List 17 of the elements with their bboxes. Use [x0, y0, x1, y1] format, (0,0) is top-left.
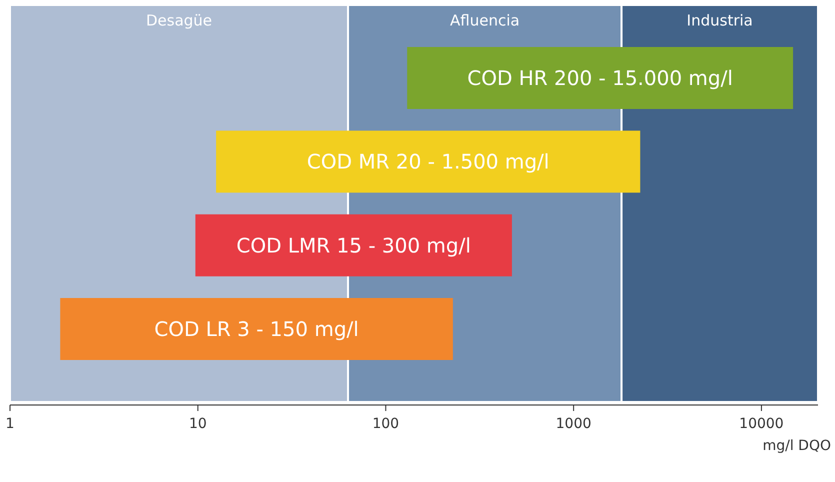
bar	[60, 298, 453, 360]
bar	[195, 214, 512, 276]
band-label: Afluencia	[450, 11, 520, 30]
band-label: Desagüe	[146, 11, 212, 30]
band-label: Industria	[686, 11, 753, 30]
x-tick-label: 100	[372, 416, 400, 432]
x-axis-title: mg/l DQO	[762, 438, 831, 454]
y-tick-label: COD LR 3 - 150 mg/l	[154, 317, 359, 341]
y-tick-label: COD LMR 15 - 300 mg/l	[236, 233, 471, 258]
bar	[216, 130, 640, 193]
x-tick-label: 1000	[556, 416, 592, 432]
y-tick-label: COD MR 20 - 1.500 mg/l	[306, 150, 550, 174]
x-tick-label: 10	[188, 416, 207, 432]
y-tick-label: COD HR 200 - 15.000 mg/l	[467, 66, 733, 90]
bar	[407, 47, 794, 109]
x-tick-label: 1	[6, 416, 14, 432]
x-tick-label: 10000	[739, 416, 784, 432]
